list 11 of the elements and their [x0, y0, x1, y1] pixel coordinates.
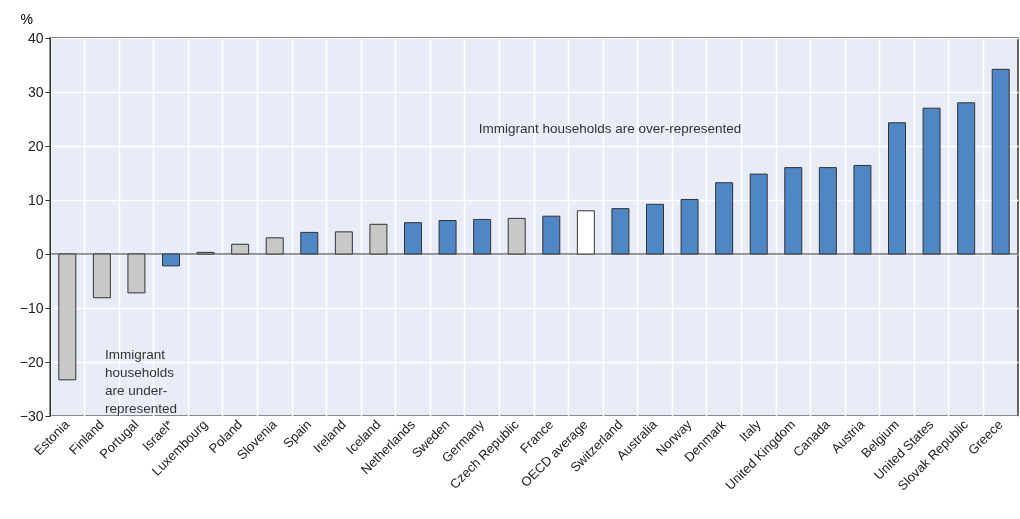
y-tick-label: 40: [27, 29, 44, 46]
y-tick-label: −10: [19, 299, 44, 316]
y-tick-label: −20: [19, 353, 44, 370]
y-axis-title: %: [20, 10, 33, 27]
y-tick-label: 30: [27, 83, 44, 100]
annotation: Immigrant households are over-represented: [478, 121, 742, 136]
annotation: Immigrant households are under-represented: [105, 347, 178, 416]
y-tick-label: −30: [19, 407, 44, 424]
y-tick-label: 10: [27, 191, 44, 208]
y-tick-label: 20: [27, 137, 44, 154]
y-tick-label: 0: [35, 245, 44, 262]
